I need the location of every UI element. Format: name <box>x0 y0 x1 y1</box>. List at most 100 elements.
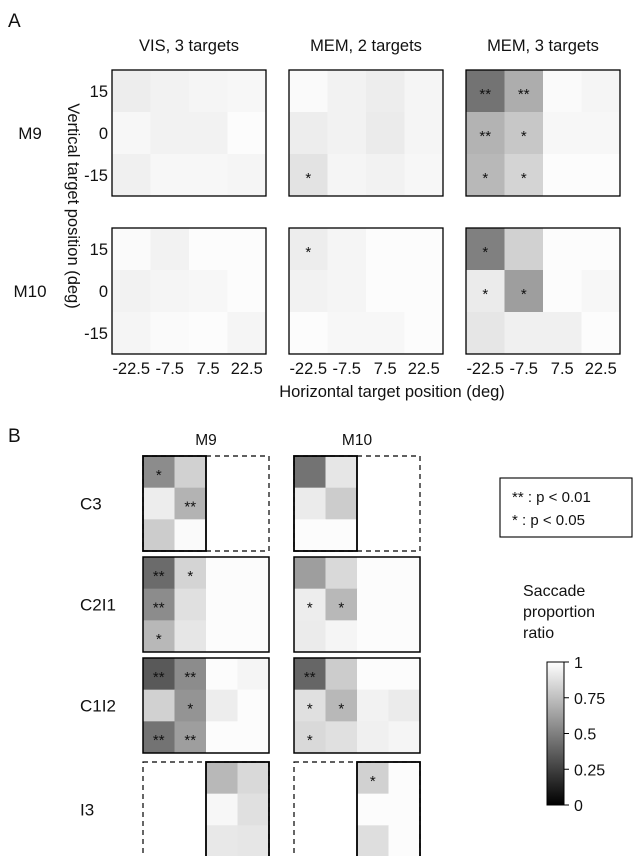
x-tick-label: 22.5 <box>585 360 617 378</box>
panel-b-label: B <box>8 426 21 447</box>
significance-mark: * <box>305 170 311 187</box>
heatmap-cell <box>582 270 621 312</box>
heatmap-cell <box>189 312 228 354</box>
heatmap-cell <box>326 721 358 753</box>
colorbar-title: proportion <box>523 604 595 621</box>
x-tick-label: -7.5 <box>156 360 184 378</box>
heatmap-cell <box>228 112 267 154</box>
row-label: C1I2 <box>80 697 116 716</box>
y-tick-label: 15 <box>90 83 108 101</box>
significance-mark: * <box>482 286 488 303</box>
heatmap-cell <box>366 228 405 270</box>
significance-mark: * <box>482 170 488 187</box>
heatmap-cell <box>326 658 358 690</box>
heatmap-cell <box>328 154 367 196</box>
heatmap-cell <box>151 270 190 312</box>
heatmap-cell <box>112 112 151 154</box>
heatmap-cell <box>294 620 326 652</box>
colorbar-title: Saccade <box>523 583 585 600</box>
heatmap-cell <box>294 456 326 488</box>
heatmap-cell <box>151 228 190 270</box>
heatmap-cell <box>228 270 267 312</box>
heatmap-cell <box>238 557 270 589</box>
heatmap-cell <box>151 154 190 196</box>
heatmap-cell <box>543 270 582 312</box>
heatmap-cell <box>206 589 238 621</box>
x-tick-label: -7.5 <box>333 360 361 378</box>
heatmap-b <box>294 456 420 551</box>
heatmap-cell <box>112 228 151 270</box>
heatmap-cell <box>326 519 358 551</box>
significance-mark: ** <box>184 669 196 686</box>
heatmap-cell <box>389 825 421 856</box>
heatmap-cell <box>206 690 238 722</box>
heatmap-cell <box>328 312 367 354</box>
colorbar-title: ratio <box>523 625 554 642</box>
row-label: M10 <box>13 282 46 301</box>
colorbar-tick-label: 0.25 <box>574 762 605 779</box>
heatmap-a: ** * <box>466 228 620 354</box>
heatmap-cell <box>294 488 326 520</box>
heatmap-cell <box>405 270 444 312</box>
heatmap-cell <box>366 70 405 112</box>
heatmap-cell <box>389 690 421 722</box>
heatmap-cell <box>326 620 358 652</box>
heatmap-cell <box>357 620 389 652</box>
heatmap-cell <box>238 721 270 753</box>
heatmap-cell <box>151 70 190 112</box>
significance-mark: * <box>187 568 193 585</box>
heatmap-cell <box>328 270 367 312</box>
heatmap-cell <box>505 228 544 270</box>
y-axis-label: Vertical target position (deg) <box>64 103 82 308</box>
significance-mark: * <box>521 286 527 303</box>
heatmap-cell <box>357 721 389 753</box>
heatmap-cell <box>289 70 328 112</box>
heatmap-cell <box>582 70 621 112</box>
heatmap-cell <box>543 228 582 270</box>
heatmap-cell <box>206 825 238 856</box>
heatmap-cell <box>289 112 328 154</box>
heatmap-cell <box>366 112 405 154</box>
significance-mark: * <box>521 170 527 187</box>
heatmap-cell <box>238 762 270 794</box>
significance-mark: * <box>307 732 313 749</box>
heatmap-cell <box>289 270 328 312</box>
heatmap-cell <box>328 228 367 270</box>
y-tick-label: 15 <box>90 241 108 259</box>
heatmap-cell <box>582 154 621 196</box>
heatmap-cell <box>228 312 267 354</box>
heatmap-cell <box>543 70 582 112</box>
heatmap-b: ** ***** ** <box>143 658 269 753</box>
heatmap-cell <box>357 589 389 621</box>
significance-mark: ** <box>304 669 316 686</box>
heatmap-cell <box>328 112 367 154</box>
heatmap-cell <box>543 112 582 154</box>
heatmap-cell <box>289 312 328 354</box>
significance-mark: ** <box>479 86 491 103</box>
significance-mark: ** <box>479 128 491 145</box>
x-tick-label: -22.5 <box>289 360 327 378</box>
heatmap-a <box>112 70 266 196</box>
heatmap-cell <box>389 557 421 589</box>
heatmap-cell <box>189 154 228 196</box>
y-tick-label: 0 <box>99 283 108 301</box>
heatmap-b: *** <box>143 456 269 551</box>
row-label: C2I1 <box>80 596 116 615</box>
heatmap-cell <box>582 312 621 354</box>
heatmap-a: ** **** ** * <box>466 70 620 196</box>
row-label: I3 <box>80 801 94 820</box>
heatmap-cell <box>175 456 207 488</box>
x-tick-label: 22.5 <box>408 360 440 378</box>
significance-mark: ** <box>184 499 196 516</box>
colorbar-tick-label: 0.75 <box>574 691 605 708</box>
heatmap-cell <box>466 312 505 354</box>
heatmap-cell <box>112 312 151 354</box>
heatmap-cell <box>175 620 207 652</box>
heatmap-cell <box>175 519 207 551</box>
heatmap-cell <box>175 589 207 621</box>
heatmap-cell <box>405 312 444 354</box>
heatmap-cell <box>389 721 421 753</box>
heatmap-cell <box>238 825 270 856</box>
column-title: M10 <box>342 432 373 449</box>
heatmap-cell <box>189 228 228 270</box>
